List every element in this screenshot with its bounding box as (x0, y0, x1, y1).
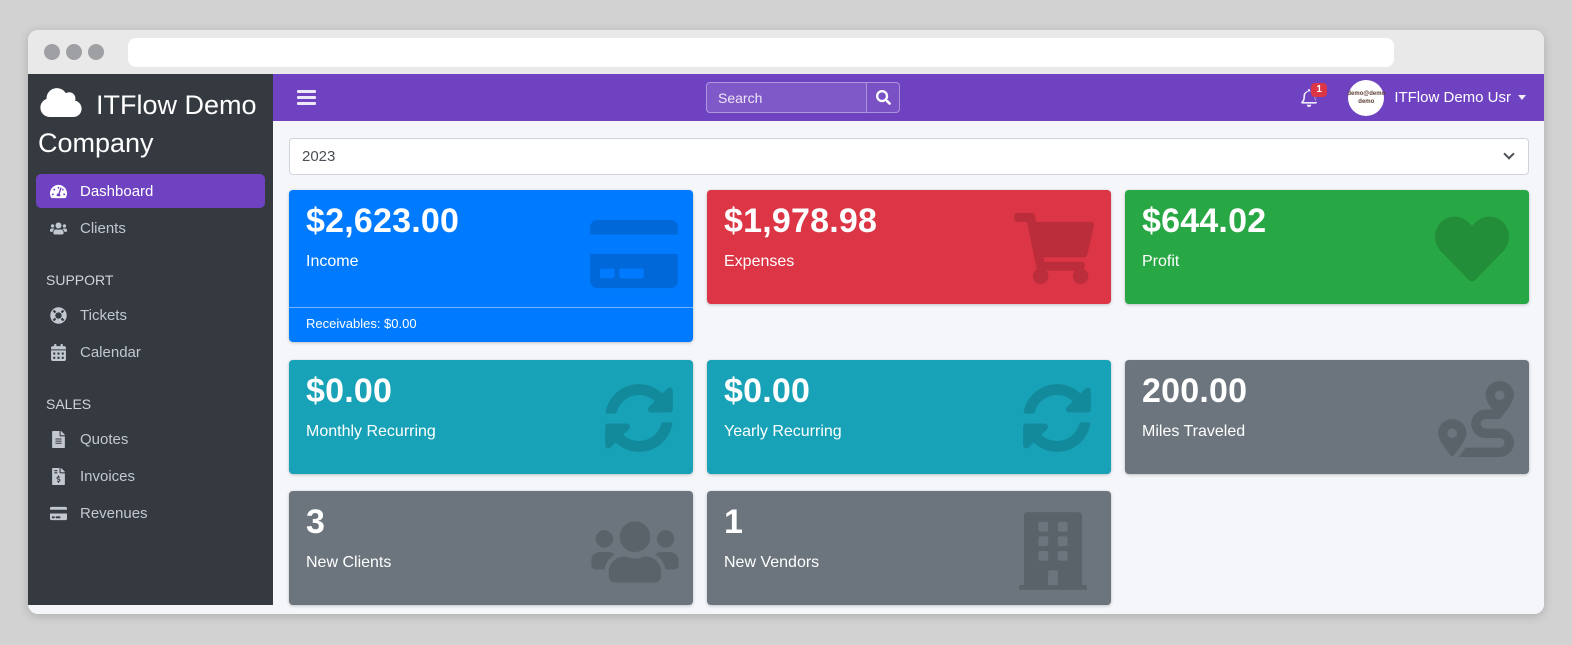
brand-label: ITFlow Demo Company (38, 90, 257, 158)
search-button[interactable] (866, 82, 900, 113)
notifications-button[interactable]: 1 (1300, 82, 1327, 107)
sidebar: ITFlow Demo Company Dashboard Clients SU… (28, 74, 273, 605)
magnifier-icon (876, 90, 891, 105)
card-label: Profit (1142, 253, 1180, 271)
sidebar-item-label: Clients (80, 219, 126, 237)
cloud-icon (38, 86, 84, 119)
search-input[interactable] (706, 82, 866, 113)
expenses-card[interactable]: $1,978.98 Expenses (707, 190, 1111, 304)
sidebar-item-label: Tickets (80, 306, 127, 324)
card-label: Expenses (724, 253, 795, 271)
card-body: 200.00 Miles Traveled (1125, 360, 1529, 454)
sidebar-item-tickets[interactable]: Tickets (36, 298, 265, 332)
yearly-recurring-card[interactable]: $0.00 Yearly Recurring (707, 360, 1111, 474)
browser-chrome (28, 30, 1544, 74)
card-value: 3 (306, 503, 326, 541)
card-body: 1 New Vendors (707, 491, 1111, 585)
receivables-footer[interactable]: Receivables: $0.00 (289, 307, 693, 342)
card-label: Monthly Recurring (306, 423, 436, 441)
tachometer-icon (46, 183, 70, 200)
new-vendors-card[interactable]: 1 New Vendors (707, 491, 1111, 605)
card-value: $0.00 (306, 372, 393, 410)
year-select-wrap: 2023 (289, 138, 1529, 175)
card-value: $2,623.00 (306, 202, 460, 240)
brand[interactable]: ITFlow Demo Company (36, 84, 265, 174)
sidebar-item-label: Dashboard (80, 182, 154, 200)
year-select[interactable]: 2023 (289, 138, 1529, 175)
sidebar-item-dashboard[interactable]: Dashboard (36, 174, 265, 208)
income-card[interactable]: $2,623.00 Income Receivables: $0.00 (289, 190, 693, 342)
card-body: 3 New Clients (289, 491, 693, 585)
avatar-text: demo@demo (1347, 90, 1386, 97)
sidebar-item-invoices[interactable]: Invoices (36, 459, 265, 493)
cards-row-2: $0.00 Monthly Recurring $0.00 Yearly Rec… (289, 360, 1529, 474)
card-body: $644.02 Profit (1125, 190, 1529, 284)
avatar[interactable]: demo@demo demo (1347, 79, 1386, 116)
navbar-search (706, 82, 900, 113)
user-menu[interactable]: ITFlow Demo Usr (1394, 89, 1528, 106)
main-area: 1 demo@demo demo ITFlow Demo Usr 2023 (273, 74, 1544, 614)
cards-row-3: 3 New Clients 1 New Vendors (289, 491, 1529, 605)
card-label: Yearly Recurring (724, 423, 842, 441)
address-bar[interactable] (128, 37, 1394, 67)
file-alt-icon (46, 431, 70, 448)
card-label: New Vendors (724, 554, 820, 572)
card-value: $1,978.98 (724, 202, 878, 240)
card-label: New Clients (306, 554, 392, 572)
card-body: $0.00 Monthly Recurring (289, 360, 693, 454)
sidebar-item-label: Invoices (80, 467, 136, 485)
life-ring-icon (46, 307, 70, 324)
profit-card[interactable]: $644.02 Profit (1125, 190, 1529, 304)
user-name: ITFlow Demo Usr (1394, 89, 1511, 106)
file-invoice-dollar-icon (46, 468, 70, 485)
card-body: $2,623.00 Income (289, 190, 693, 307)
sidebar-header-sales: SALES (46, 396, 92, 412)
avatar-text: demo (1358, 98, 1375, 105)
dashboard-content: 2023 $2,623.00 Income Receivables: $0.00 (273, 121, 1544, 614)
browser-window: ITFlow Demo Company Dashboard Clients SU… (28, 30, 1544, 614)
window-control-dot[interactable] (88, 44, 104, 60)
sidebar-item-quotes[interactable]: Quotes (36, 422, 265, 456)
window-control-dot[interactable] (66, 44, 82, 60)
navbar-right: 1 demo@demo demo ITFlow Demo Usr (1300, 79, 1528, 116)
hamburger-icon[interactable] (297, 90, 316, 105)
card-body: $0.00 Yearly Recurring (707, 360, 1111, 454)
card-label: Miles Traveled (1142, 423, 1246, 441)
card-body: $1,978.98 Expenses (707, 190, 1111, 284)
notification-badge: 1 (1311, 82, 1327, 97)
sidebar-header-support: SUPPORT (46, 272, 114, 288)
miles-traveled-card[interactable]: 200.00 Miles Traveled (1125, 360, 1529, 474)
card-value: $644.02 (1142, 202, 1267, 240)
card-value: 1 (724, 503, 744, 541)
sidebar-item-label: Quotes (80, 430, 129, 448)
card-value: 200.00 (1142, 372, 1248, 410)
calendar-icon (46, 344, 70, 361)
sidebar-item-revenues[interactable]: Revenues (36, 496, 265, 530)
sidebar-item-clients[interactable]: Clients (36, 211, 265, 245)
sidebar-item-calendar[interactable]: Calendar (36, 335, 265, 369)
sidebar-item-label: Revenues (80, 504, 148, 522)
caret-down-icon (1518, 95, 1526, 100)
sidebar-item-label: Calendar (80, 343, 141, 361)
new-clients-card[interactable]: 3 New Clients (289, 491, 693, 605)
app-shell: ITFlow Demo Company Dashboard Clients SU… (28, 74, 1544, 614)
monthly-recurring-card[interactable]: $0.00 Monthly Recurring (289, 360, 693, 474)
top-navbar: 1 demo@demo demo ITFlow Demo Usr (273, 74, 1544, 121)
card-value: $0.00 (724, 372, 811, 410)
card-label: Income (306, 253, 359, 271)
credit-card-icon (46, 505, 70, 522)
window-control-dot[interactable] (44, 44, 60, 60)
users-icon (46, 220, 70, 237)
window-controls (44, 44, 104, 60)
cards-row-1: $2,623.00 Income Receivables: $0.00 $1,9… (289, 190, 1529, 342)
